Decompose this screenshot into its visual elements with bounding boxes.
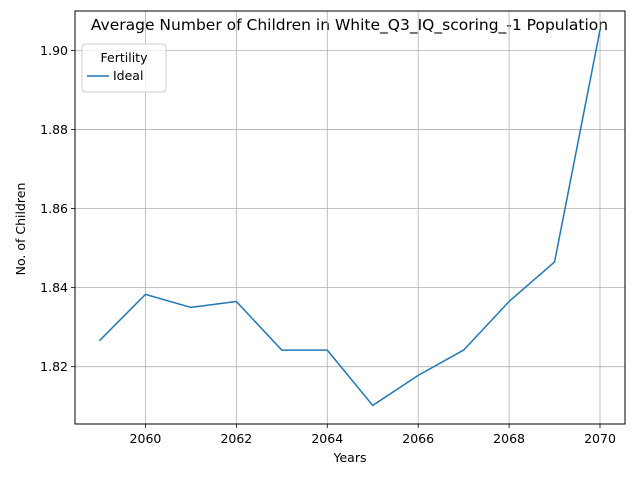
series-line-ideal xyxy=(98,29,601,407)
series-layer xyxy=(98,29,601,407)
x-tick-label: 2070 xyxy=(584,431,616,446)
y-tick-label: 1.88 xyxy=(40,122,68,137)
y-tick-label: 1.84 xyxy=(40,280,68,295)
grid xyxy=(75,11,625,424)
y-axis-label: No. of Children xyxy=(13,183,28,276)
x-tick-label: 2060 xyxy=(130,431,162,446)
legend-box xyxy=(81,43,167,93)
axis-ticks: 2060 2062 2064 2066 2068 2070 1.82 1.84 1.86 1.88… xyxy=(40,43,616,446)
x-axis-label: Years xyxy=(333,450,367,465)
y-tick-label: 1.86 xyxy=(40,201,68,216)
x-tick-label: 2064 xyxy=(311,431,343,446)
legend-label-ideal: Ideal xyxy=(113,68,143,83)
x-tick-label: 2066 xyxy=(402,431,434,446)
y-tick-label: 1.82 xyxy=(40,359,68,374)
chart-title: Average Number of Children in White_Q3_I… xyxy=(91,16,608,35)
legend-title: Fertility xyxy=(101,50,149,65)
y-tick-label: 1.90 xyxy=(40,43,68,58)
legend: Fertility Ideal xyxy=(81,43,167,93)
x-tick-label: 2062 xyxy=(220,431,252,446)
x-tick-label: 2068 xyxy=(493,431,525,446)
plot-frame xyxy=(74,10,626,425)
